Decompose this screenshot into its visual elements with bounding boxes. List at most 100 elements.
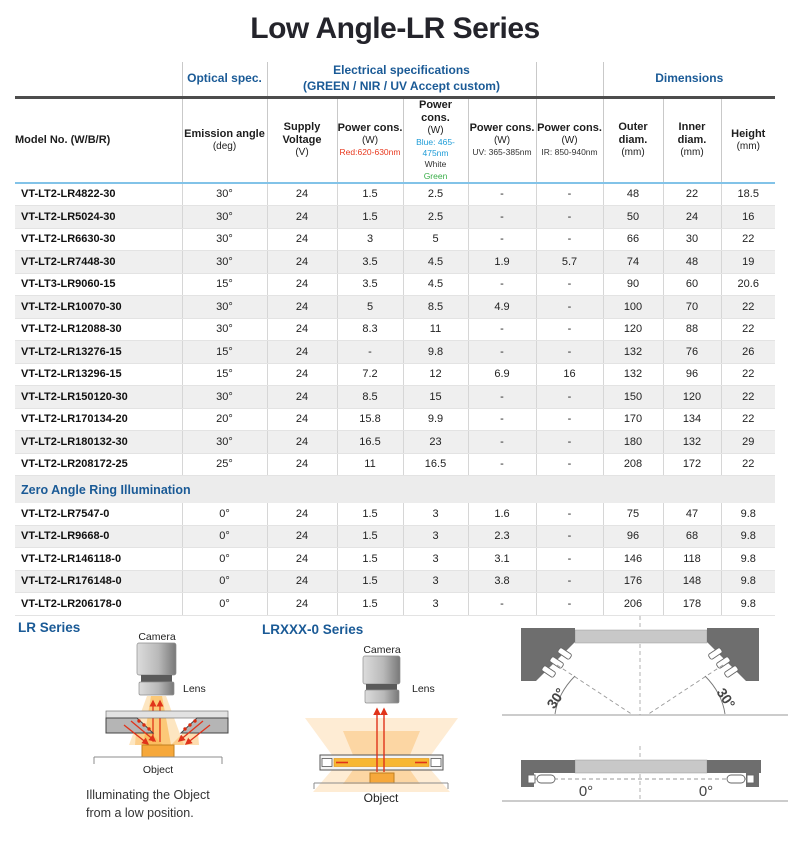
table-row: VT-LT2-LR12088-30 30° 24 8.3 11- -120 88 22 — [15, 318, 775, 342]
value-cell: 6.9 — [467, 363, 536, 387]
value-cell: 22 — [662, 182, 721, 207]
value-cell: 148 — [662, 570, 721, 594]
value-cell: - — [535, 182, 603, 207]
value-cell: 146 — [602, 547, 663, 571]
value-cell: - — [336, 340, 403, 364]
value-cell: 24 — [266, 408, 337, 432]
model-cell: VT-LT3-LR9060-15 — [15, 273, 182, 297]
table-row: VT-LT2-LR7448-30 30° 24 3.5 4.5 1.9 5.7 74 48 19 — [15, 250, 775, 274]
value-cell: - — [535, 295, 603, 319]
value-cell: 8.5 — [336, 385, 403, 409]
value-cell: - — [535, 453, 603, 477]
value-cell: 15 — [402, 385, 468, 409]
group-header — [15, 62, 182, 99]
model-cell: VT-LT2-LR13276-15 — [15, 340, 182, 364]
value-cell: 3 — [402, 503, 468, 526]
page-title: Low Angle-LR Series — [250, 12, 540, 45]
value-cell: - — [535, 570, 603, 594]
value-cell: 24 — [266, 503, 337, 526]
value-cell: 1.5 — [336, 525, 403, 549]
lr-series-diagram: Camera Lens — [93, 631, 229, 776]
ring-light-right — [179, 717, 229, 734]
value-cell: 1.5 — [336, 503, 403, 526]
value-cell: 0° — [181, 525, 267, 549]
value-cell: 16 — [720, 205, 775, 229]
object-bracket — [313, 782, 449, 789]
value-cell: 0° — [181, 570, 267, 594]
table-row: VT-LT2-LR13276-15 15° 24-9.8- -132 76 26 — [15, 340, 775, 364]
value-cell: 25° — [181, 453, 267, 477]
ring-light-plate — [105, 710, 229, 719]
value-cell: 3 — [336, 228, 403, 252]
table-row: VT-LT2-LR206178-0 0° 24 1.5 3- -206 178 9.8 — [15, 592, 775, 616]
value-cell: - — [467, 182, 536, 207]
value-cell: 120 — [602, 318, 663, 342]
value-cell: 22 — [720, 453, 775, 477]
value-cell: 100 — [602, 295, 663, 319]
value-cell: 22 — [720, 385, 775, 409]
value-cell: - — [467, 318, 536, 342]
value-cell: 4.5 — [402, 250, 468, 274]
zero-label-right: 0° — [699, 783, 713, 800]
value-cell: - — [467, 228, 536, 252]
model-cell: VT-LT2-LR7448-30 — [15, 250, 182, 274]
column-header: Model No. (W/B/R) — [15, 97, 182, 184]
value-cell: 24 — [266, 547, 337, 571]
lens-body — [138, 681, 175, 696]
model-cell: VT-LT2-LR206178-0 — [15, 592, 182, 616]
column-header: Power cons. (W) IR: 850-940nm — [535, 97, 603, 184]
table-row: VT-LT2-LR7547-0 0° 24 1.5 3 1.6-75 47 9.8 — [15, 503, 775, 526]
value-cell: - — [467, 592, 536, 616]
model-cell: VT-LT2-LR146118-0 — [15, 547, 182, 571]
value-cell: 68 — [662, 525, 721, 549]
value-cell: 88 — [662, 318, 721, 342]
value-cell: - — [467, 453, 536, 477]
value-cell: - — [467, 273, 536, 297]
value-cell: 2.3 — [467, 525, 536, 549]
value-cell: 22 — [720, 408, 775, 432]
section-header: Zero Angle Ring Illumination — [15, 475, 775, 504]
value-cell: 9.8 — [402, 340, 468, 364]
camera-label: Camera — [138, 631, 176, 643]
lens-body — [364, 689, 400, 704]
value-cell: 2.5 — [402, 182, 468, 207]
value-cell: 22 — [720, 295, 775, 319]
value-cell: - — [467, 385, 536, 409]
value-cell: 24 — [266, 363, 337, 387]
camera-mount — [141, 675, 172, 682]
value-cell: 9.8 — [720, 570, 775, 594]
value-cell: 16.5 — [402, 453, 468, 477]
value-cell: 15° — [181, 340, 267, 364]
model-cell: VT-LT2-LR13296-15 — [15, 363, 182, 387]
value-cell: 75 — [602, 503, 663, 526]
value-cell: - — [535, 503, 603, 526]
model-cell: VT-LT2-LR12088-30 — [15, 318, 182, 342]
group-header: Electrical specifications (GREEN / NIR / … — [266, 62, 536, 99]
value-cell: 24 — [266, 453, 337, 477]
value-cell: 30° — [181, 430, 267, 454]
value-cell: 26 — [720, 340, 775, 364]
value-cell: 48 — [662, 250, 721, 274]
value-cell: 24 — [266, 228, 337, 252]
value-cell: - — [467, 205, 536, 229]
value-cell: 9.9 — [402, 408, 468, 432]
value-cell: 3.5 — [336, 273, 403, 297]
group-header — [535, 62, 603, 99]
value-cell: 3 — [402, 525, 468, 549]
object-block — [369, 772, 395, 784]
camera-body — [362, 655, 401, 685]
value-cell: 1.6 — [467, 503, 536, 526]
value-cell: - — [535, 408, 603, 432]
value-cell: 8.3 — [336, 318, 403, 342]
value-cell: 23 — [402, 430, 468, 454]
table-row: VT-LT2-LR9668-0 0° 24 1.5 3 2.3-96 68 9.8 — [15, 525, 775, 549]
value-cell: 24 — [266, 570, 337, 594]
value-cell: 1.5 — [336, 205, 403, 229]
value-cell: 24 — [266, 295, 337, 319]
lr-series-caption: Illuminating the Object from a low posit… — [86, 788, 210, 820]
value-cell: 132 — [602, 363, 663, 387]
value-cell: 5 — [336, 295, 403, 319]
value-cell: 30° — [181, 182, 267, 207]
lrxxx-series-diagram: Camera Lens O — [305, 644, 458, 805]
value-cell: 1.9 — [467, 250, 536, 274]
